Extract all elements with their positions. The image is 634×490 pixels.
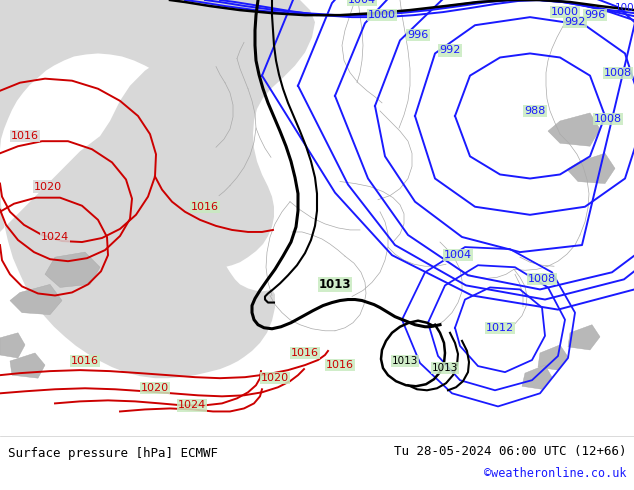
Polygon shape xyxy=(0,0,275,378)
Text: 1020: 1020 xyxy=(261,373,289,383)
Text: 1016: 1016 xyxy=(326,360,354,370)
Polygon shape xyxy=(568,325,600,350)
Text: 1008: 1008 xyxy=(594,114,622,124)
Text: 996: 996 xyxy=(585,10,605,20)
Text: 1013: 1013 xyxy=(392,356,418,366)
Text: 996: 996 xyxy=(408,30,429,40)
Text: 1004: 1004 xyxy=(348,0,376,5)
Text: Tu 28-05-2024 06:00 UTC (12+66): Tu 28-05-2024 06:00 UTC (12+66) xyxy=(394,445,626,458)
Text: 1008: 1008 xyxy=(604,68,632,77)
Text: 100: 100 xyxy=(615,3,634,13)
Text: 1016: 1016 xyxy=(11,131,39,141)
Text: 1024: 1024 xyxy=(178,400,206,411)
Polygon shape xyxy=(522,365,552,389)
Text: Surface pressure [hPa] ECMWF: Surface pressure [hPa] ECMWF xyxy=(8,447,218,460)
Text: 1020: 1020 xyxy=(141,383,169,393)
Polygon shape xyxy=(567,153,615,184)
Text: 1008: 1008 xyxy=(528,274,556,284)
Text: 1020: 1020 xyxy=(34,182,62,192)
Polygon shape xyxy=(0,333,25,358)
Text: 1000: 1000 xyxy=(368,10,396,20)
Text: 1016: 1016 xyxy=(71,356,99,366)
Polygon shape xyxy=(10,284,62,315)
Text: 1013: 1013 xyxy=(319,278,351,291)
Text: ©weatheronline.co.uk: ©weatheronline.co.uk xyxy=(484,467,626,480)
Polygon shape xyxy=(10,353,45,378)
Text: 1024: 1024 xyxy=(41,232,69,242)
Polygon shape xyxy=(538,345,568,370)
Text: 1004: 1004 xyxy=(444,250,472,260)
Text: 988: 988 xyxy=(524,106,546,116)
Text: 1000: 1000 xyxy=(551,7,579,17)
Text: 1013: 1013 xyxy=(432,363,458,373)
Polygon shape xyxy=(548,113,600,146)
Polygon shape xyxy=(45,252,100,288)
Text: 1016: 1016 xyxy=(191,202,219,212)
Text: 1012: 1012 xyxy=(486,323,514,333)
Polygon shape xyxy=(0,0,315,284)
Text: 992: 992 xyxy=(564,17,586,27)
Text: 992: 992 xyxy=(439,46,461,55)
Text: 1016: 1016 xyxy=(291,348,319,358)
